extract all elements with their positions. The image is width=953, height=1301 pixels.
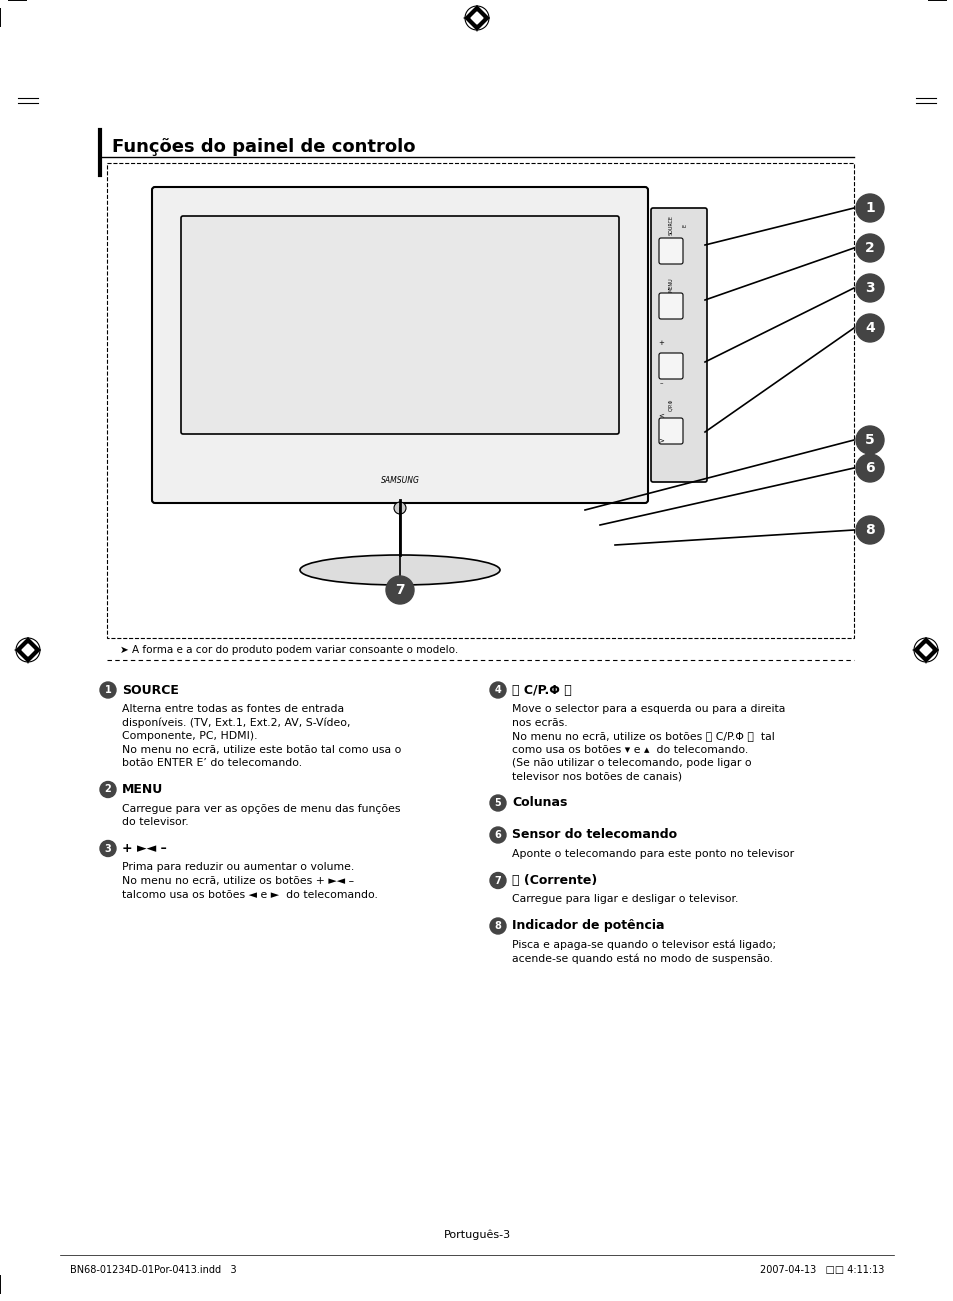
- Text: <: <: [658, 412, 663, 418]
- Text: do televisor.: do televisor.: [122, 817, 189, 827]
- Circle shape: [855, 454, 883, 481]
- Circle shape: [490, 827, 505, 843]
- Text: ➤ A forma e a cor do produto podem variar consoante o modelo.: ➤ A forma e a cor do produto podem varia…: [120, 645, 457, 654]
- Text: BN68-01234D-01Por-0413.indd   3: BN68-01234D-01Por-0413.indd 3: [70, 1265, 236, 1275]
- Polygon shape: [913, 637, 937, 662]
- Circle shape: [855, 275, 883, 302]
- Circle shape: [394, 502, 406, 514]
- FancyBboxPatch shape: [152, 187, 647, 503]
- Text: 3: 3: [864, 281, 874, 295]
- Text: televisor nos botões de canais): televisor nos botões de canais): [512, 771, 681, 782]
- Text: Colunas: Colunas: [512, 796, 567, 809]
- Text: 8: 8: [864, 523, 874, 537]
- Text: 4: 4: [864, 321, 874, 334]
- Text: 1: 1: [105, 686, 112, 695]
- Text: Carregue para ligar e desligar o televisor.: Carregue para ligar e desligar o televis…: [512, 895, 738, 904]
- Ellipse shape: [299, 556, 499, 585]
- FancyBboxPatch shape: [659, 418, 682, 444]
- FancyBboxPatch shape: [650, 208, 706, 481]
- Text: Move o selector para a esquerda ou para a direita: Move o selector para a esquerda ou para …: [512, 704, 784, 714]
- Text: disponíveis. (TV, Ext.1, Ext.2, AV, S-Vídeo,: disponíveis. (TV, Ext.1, Ext.2, AV, S-Ví…: [122, 717, 350, 729]
- Text: Português-3: Português-3: [443, 1229, 510, 1240]
- Text: 5: 5: [864, 433, 874, 448]
- Circle shape: [855, 314, 883, 342]
- Polygon shape: [919, 644, 931, 656]
- Text: talcomo usa os botões ◄ e ►  do telecomando.: talcomo usa os botões ◄ e ► do telecoman…: [122, 890, 377, 899]
- Text: 2: 2: [864, 241, 874, 255]
- Text: 8: 8: [494, 921, 501, 932]
- Circle shape: [855, 425, 883, 454]
- Text: nos ecrãs.: nos ecrãs.: [512, 717, 567, 727]
- Text: Pisca e apaga-se quando o televisor está ligado;: Pisca e apaga-se quando o televisor está…: [512, 941, 776, 951]
- Text: 5: 5: [494, 798, 501, 808]
- Circle shape: [100, 782, 116, 798]
- Text: MENU: MENU: [122, 783, 163, 796]
- Polygon shape: [471, 12, 482, 23]
- Text: No menu no ecrã, utilize este botão tal como usa o: No menu no ecrã, utilize este botão tal …: [122, 744, 401, 755]
- Text: 1: 1: [864, 200, 874, 215]
- Circle shape: [490, 919, 505, 934]
- Text: Aponte o telecomando para este ponto no televisor: Aponte o telecomando para este ponto no …: [512, 850, 793, 859]
- Text: No menu no ecrã, utilize os botões 〈 C/P.Φ 〉  tal: No menu no ecrã, utilize os botões 〈 C/P…: [512, 731, 774, 742]
- Text: 7: 7: [494, 876, 501, 886]
- Text: +: +: [658, 340, 663, 346]
- Text: –: –: [659, 380, 662, 386]
- FancyBboxPatch shape: [659, 293, 682, 319]
- Text: SOURCE: SOURCE: [668, 215, 673, 235]
- Text: MENU: MENU: [668, 277, 673, 293]
- Circle shape: [490, 682, 505, 699]
- Text: como usa os botões ▾ e ▴  do telecomando.: como usa os botões ▾ e ▴ do telecomando.: [512, 744, 747, 755]
- Text: Funções do painel de controlo: Funções do painel de controlo: [112, 138, 416, 156]
- Text: 7: 7: [395, 583, 404, 597]
- FancyBboxPatch shape: [659, 238, 682, 264]
- Text: Carregue para ver as opções de menu das funções: Carregue para ver as opções de menu das …: [122, 804, 400, 813]
- Text: SOURCE: SOURCE: [122, 683, 179, 696]
- Text: C/P.Φ: C/P.Φ: [668, 399, 673, 411]
- Polygon shape: [22, 644, 34, 656]
- Circle shape: [855, 516, 883, 544]
- Circle shape: [490, 795, 505, 811]
- Text: 2: 2: [105, 785, 112, 795]
- FancyBboxPatch shape: [181, 216, 618, 435]
- Circle shape: [386, 576, 414, 604]
- Text: acende-se quando está no modo de suspensão.: acende-se quando está no modo de suspens…: [512, 954, 772, 964]
- Text: Sensor do telecomando: Sensor do telecomando: [512, 829, 677, 842]
- Text: + ►◄ –: + ►◄ –: [122, 842, 167, 855]
- Circle shape: [100, 840, 116, 856]
- Circle shape: [855, 234, 883, 262]
- Text: 2007-04-13   □□ 4:11:13: 2007-04-13 □□ 4:11:13: [759, 1265, 883, 1275]
- Circle shape: [100, 682, 116, 699]
- Polygon shape: [16, 637, 40, 662]
- FancyBboxPatch shape: [659, 353, 682, 379]
- Polygon shape: [464, 7, 489, 30]
- Circle shape: [855, 194, 883, 222]
- Text: 6: 6: [494, 830, 501, 840]
- Text: botão ENTER E’ do telecomando.: botão ENTER E’ do telecomando.: [122, 758, 302, 768]
- Text: No menu no ecrã, utilize os botões + ►◄ –: No menu no ecrã, utilize os botões + ►◄ …: [122, 876, 354, 886]
- Text: >: >: [658, 437, 663, 444]
- Text: Prima para reduzir ou aumentar o volume.: Prima para reduzir ou aumentar o volume.: [122, 863, 354, 873]
- Circle shape: [490, 873, 505, 889]
- Text: 〈 C/P.Φ 〉: 〈 C/P.Φ 〉: [512, 683, 571, 696]
- Text: SAMSUNG: SAMSUNG: [380, 475, 419, 484]
- Text: Componente, PC, HDMI).: Componente, PC, HDMI).: [122, 731, 257, 742]
- Text: (Se não utilizar o telecomando, pode ligar o: (Se não utilizar o telecomando, pode lig…: [512, 758, 751, 768]
- Text: Indicador de potência: Indicador de potência: [512, 920, 664, 933]
- Text: 6: 6: [864, 461, 874, 475]
- Text: 4: 4: [494, 686, 501, 695]
- Text: E: E: [681, 224, 687, 226]
- Text: Alterna entre todas as fontes de entrada: Alterna entre todas as fontes de entrada: [122, 704, 344, 714]
- Text: ⏻ (Corrente): ⏻ (Corrente): [512, 874, 597, 887]
- Text: 3: 3: [105, 843, 112, 853]
